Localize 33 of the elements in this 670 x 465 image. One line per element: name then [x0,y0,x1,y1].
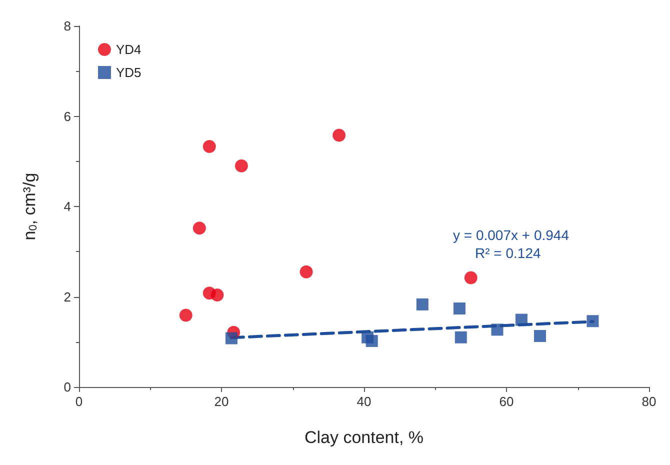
y-tick-label: 6 [64,108,71,124]
point [202,140,216,153]
x-tick-label: 20 [214,394,229,409]
point [453,302,466,314]
legend-label: YD4 [116,42,142,57]
point [300,265,313,278]
legend-label: YD5 [116,65,142,80]
annotation: y = 0.007x + 0.944 [453,227,570,243]
point [332,128,346,142]
point [192,222,206,235]
point [225,332,238,344]
x-tick-label: 40 [356,394,372,409]
point [464,271,478,284]
x-axis-title: Clay content, % [304,428,424,447]
point [234,159,248,172]
point [416,298,428,310]
y-tick-label: 0 [64,380,71,394]
point [454,331,467,344]
y-axis-title: n0, cm³/g [20,172,40,240]
y-tick-label: 4 [64,199,71,214]
x-tick-label: 60 [499,394,514,409]
point [179,308,192,322]
point [210,288,224,302]
point [534,330,546,342]
x-tick-label: 80 [642,394,656,409]
x-tick-label: 0 [75,394,83,409]
point [366,334,378,347]
point [586,315,599,328]
annotation: R² = 0.124 [475,245,541,261]
y-tick-label: 8 [64,18,71,34]
y-tick-label: 2 [64,289,71,304]
point [515,314,528,326]
point [491,324,504,336]
